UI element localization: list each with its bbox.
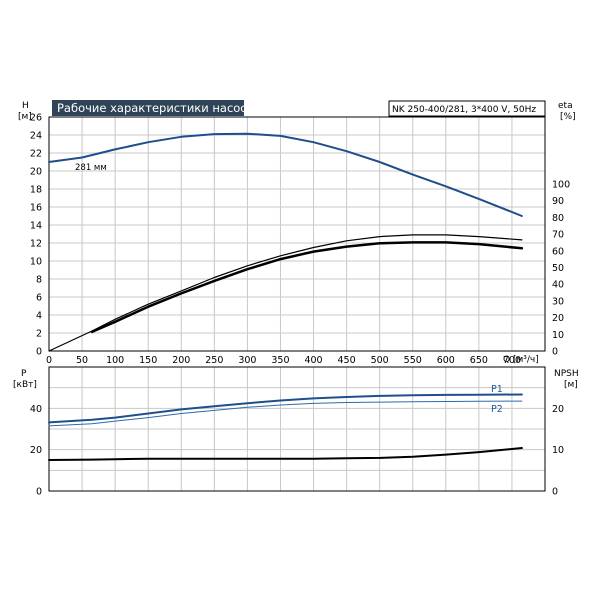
power-axis-unit: [кВт] <box>13 380 37 390</box>
eta-tick-label: 10 <box>552 330 564 341</box>
eta-tick-label: 100 <box>552 180 570 191</box>
eta-tick-label: 20 <box>552 313 564 324</box>
h-tick-label: 6 <box>36 293 42 304</box>
power-tick-label: 0 <box>36 487 42 498</box>
h-tick-label: 18 <box>30 185 42 196</box>
left-axis-unit: [м] <box>18 112 32 122</box>
eta-tick-label: 70 <box>552 230 564 241</box>
h-tick-label: 2 <box>36 329 42 340</box>
h-tick-label: 10 <box>30 257 42 268</box>
power-tick-label: 40 <box>30 404 42 415</box>
eta-tick-label: 30 <box>552 296 564 307</box>
q-tick-label: 550 <box>404 355 422 366</box>
eta-tick-label: 50 <box>552 263 564 274</box>
h-tick-label: 14 <box>30 221 42 232</box>
upper-series-group <box>48 132 524 352</box>
npsh-tick-label: 0 <box>552 487 558 498</box>
q-tick-label: 350 <box>271 355 289 366</box>
x-axis-title: Q [м³/ч] <box>503 355 539 365</box>
upper-series-line-0 <box>48 132 523 217</box>
upper-series-line-2 <box>90 241 524 334</box>
q-tick-label: 250 <box>205 355 223 366</box>
lower-series-line-1 <box>48 400 523 427</box>
q-tick-label: 50 <box>76 355 88 366</box>
npsh-tick-label: 20 <box>552 404 564 415</box>
lower-series-group <box>48 393 523 461</box>
q-tick-label: 300 <box>238 355 256 366</box>
q-tick-label: 0 <box>46 355 52 366</box>
q-tick-label: 650 <box>470 355 488 366</box>
series-label-p1: P1 <box>491 384 503 395</box>
x-tick-labels: 0 50 100 150 200 250 300 350 400 450 500 550 600 650 7… <box>46 355 521 366</box>
upper-right-tick-labels: 0 10 20 30 40 50 60 70 80 90 100 <box>552 180 570 358</box>
eta-tick-label: 40 <box>552 280 564 291</box>
q-tick-label: 100 <box>106 355 124 366</box>
q-tick-label: 600 <box>437 355 455 366</box>
right-axis-title: eta <box>558 101 573 111</box>
lower-series-line-2 <box>48 447 523 461</box>
right-axis-unit: [%] <box>560 112 576 122</box>
model-label: NK 250-400/281, 3*400 V, 50Hz <box>392 105 536 115</box>
h-tick-label: 24 <box>30 131 42 142</box>
h-tick-label: 4 <box>36 311 42 322</box>
q-tick-label: 150 <box>139 355 157 366</box>
title-background <box>52 100 244 116</box>
npsh-axis-title: NPSH <box>554 369 579 379</box>
h-tick-label: 0 <box>36 347 42 358</box>
power-tick-label: 20 <box>30 445 42 456</box>
eta-tick-label: 90 <box>552 196 564 207</box>
h-tick-label: 8 <box>36 275 42 286</box>
h-tick-label: 22 <box>30 149 42 160</box>
chart-title: Рабочие характеристики насоса <box>57 101 254 115</box>
upper-plot-frame <box>48 116 546 352</box>
q-tick-label: 400 <box>304 355 322 366</box>
npsh-tick-label: 10 <box>552 445 564 456</box>
h-tick-label: 12 <box>30 239 42 250</box>
q-tick-label: 700 <box>503 355 521 366</box>
h-tick-label: 26 <box>30 113 42 124</box>
power-axis-title: P <box>21 369 27 379</box>
h-tick-label: 16 <box>30 203 42 214</box>
lower-series-line-0 <box>48 393 523 424</box>
upper-grid <box>49 116 545 351</box>
eta-tick-label: 0 <box>552 347 558 358</box>
h-tick-label: 20 <box>30 167 42 178</box>
lower-right-tick-labels: 0 10 20 <box>552 404 564 498</box>
lower-grid <box>49 367 545 491</box>
upper-series-line-1 <box>48 234 523 352</box>
left-axis-title: H <box>22 101 29 111</box>
series-label-p2: P2 <box>491 404 503 415</box>
lower-left-tick-labels: 0 20 40 <box>30 404 42 498</box>
eta-tick-label: 80 <box>552 213 564 224</box>
eta-tick-label: 60 <box>552 246 564 257</box>
lower-plot-frame <box>48 366 546 492</box>
model-box <box>388 100 546 117</box>
q-tick-label: 200 <box>172 355 190 366</box>
q-tick-label: 500 <box>371 355 389 366</box>
curve-label-281: 281 мм <box>75 163 107 173</box>
q-tick-label: 450 <box>338 355 356 366</box>
npsh-axis-unit: [м] <box>564 380 578 390</box>
